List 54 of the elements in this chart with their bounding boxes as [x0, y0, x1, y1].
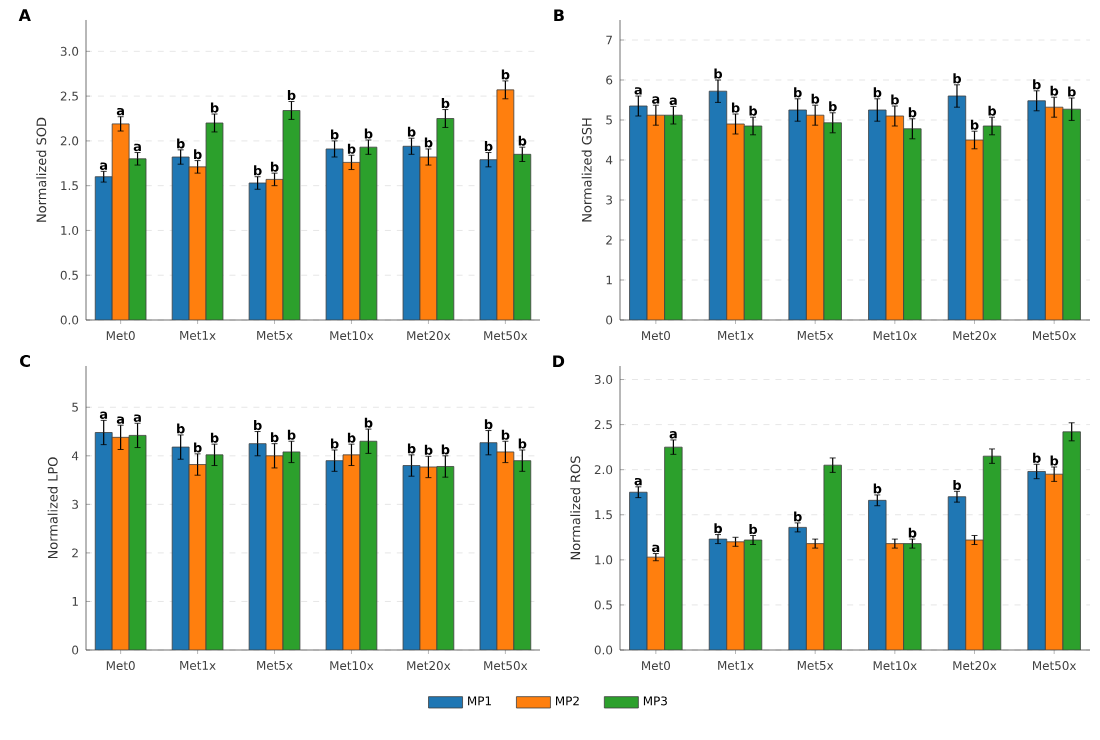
bar — [513, 153, 532, 320]
bar — [325, 148, 344, 320]
bar — [903, 543, 922, 650]
bar — [885, 543, 904, 650]
bar — [205, 454, 224, 650]
bar — [788, 526, 807, 650]
bar — [359, 146, 378, 320]
bar — [342, 454, 361, 650]
bar — [205, 122, 224, 320]
bar — [359, 440, 378, 650]
bar — [664, 446, 683, 650]
bar — [128, 435, 147, 650]
bar — [171, 156, 190, 320]
bar — [806, 543, 825, 650]
bar — [248, 182, 267, 320]
bar — [402, 465, 421, 650]
bar — [479, 442, 498, 650]
bar — [868, 499, 887, 650]
bar — [171, 446, 190, 650]
bar — [188, 166, 207, 320]
bar — [947, 496, 967, 650]
bar — [646, 556, 666, 650]
bar — [629, 491, 648, 650]
bar — [513, 460, 532, 650]
bar — [708, 538, 728, 650]
bar — [726, 541, 745, 650]
bar — [436, 466, 455, 650]
bar — [496, 89, 515, 320]
bar — [282, 110, 301, 320]
bar — [342, 161, 361, 320]
bar — [496, 451, 515, 650]
bar — [743, 539, 763, 650]
bar — [94, 176, 113, 320]
bar — [188, 464, 207, 650]
bar — [325, 460, 344, 650]
bar — [402, 145, 421, 320]
bar — [419, 466, 438, 650]
bar — [823, 464, 842, 650]
bar — [965, 539, 984, 650]
bar — [94, 432, 113, 650]
bar — [436, 118, 455, 320]
bar — [111, 123, 130, 320]
bar — [1062, 431, 1081, 650]
bar — [248, 443, 267, 650]
bar — [982, 455, 1002, 650]
bar — [111, 436, 130, 650]
bar — [128, 158, 147, 320]
bar — [479, 159, 498, 320]
bar — [1045, 473, 1064, 650]
bar — [265, 455, 284, 650]
bar — [282, 451, 301, 650]
bar — [419, 156, 438, 320]
bar — [265, 179, 284, 320]
bar — [1027, 471, 1046, 650]
